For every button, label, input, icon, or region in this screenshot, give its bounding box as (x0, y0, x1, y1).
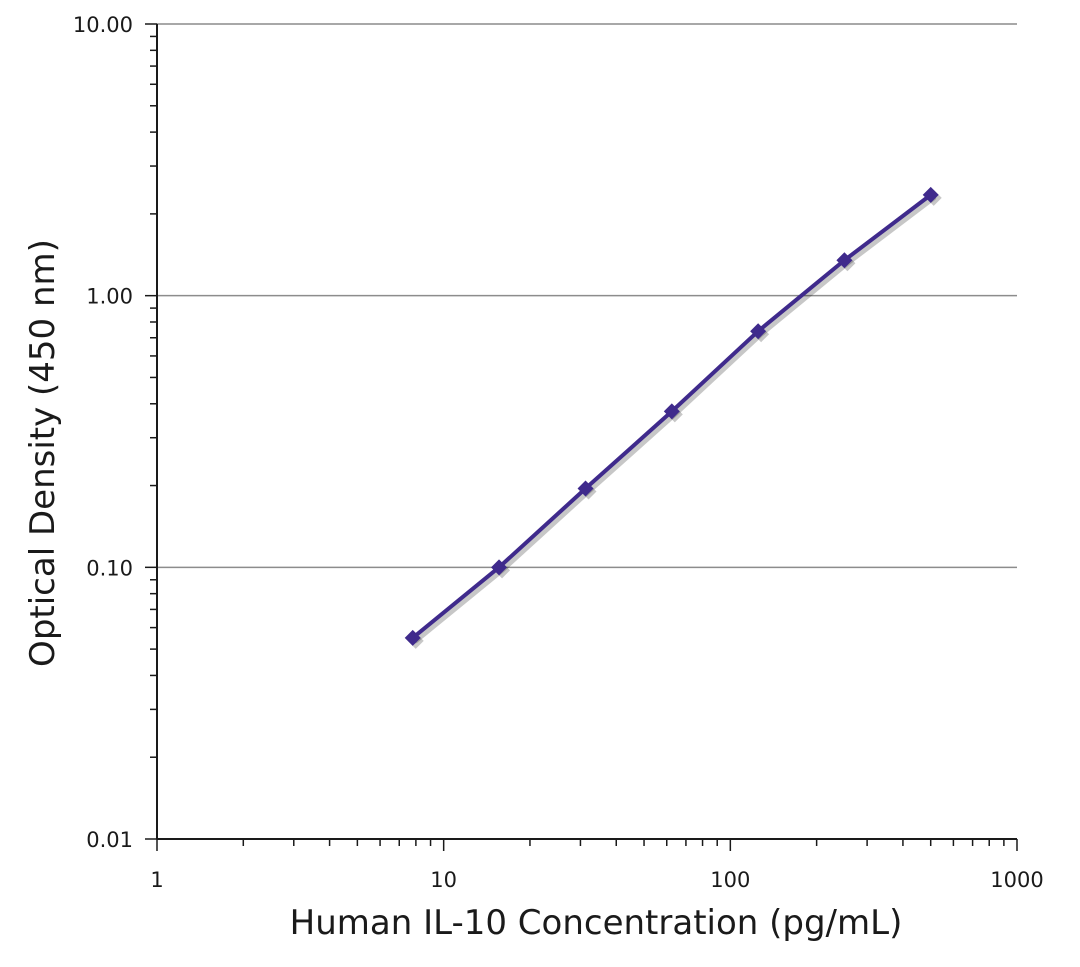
x-tick-label: 1 (150, 868, 163, 892)
data-point-marker (922, 186, 939, 203)
data-point-marker (663, 403, 680, 420)
grid-layer (157, 23, 1017, 569)
y-tick-label: 0.01 (86, 828, 133, 852)
data-point-marker (491, 559, 508, 576)
data-point-marker (577, 480, 594, 497)
label-layer: 0.01 0.10 1.00 10.00 1 10 100 1000 (73, 13, 1044, 892)
x-tick-label: 100 (710, 868, 750, 892)
x-tick-label: 1000 (990, 868, 1043, 892)
y-axis-title: Optical Density (450 nm) (23, 239, 63, 667)
data-point-marker (750, 323, 767, 340)
data-point-marker (836, 252, 853, 269)
series-layer (404, 186, 942, 649)
y-tick-label: 1.00 (86, 285, 133, 309)
x-tick-label: 10 (430, 868, 457, 892)
axis-layer (145, 23, 1018, 851)
data-point-marker (404, 629, 421, 646)
y-tick-label: 0.10 (86, 556, 133, 580)
y-tick-label: 10.00 (73, 13, 133, 37)
x-axis-title: Human IL-10 Concentration (pg/mL) (290, 903, 903, 943)
